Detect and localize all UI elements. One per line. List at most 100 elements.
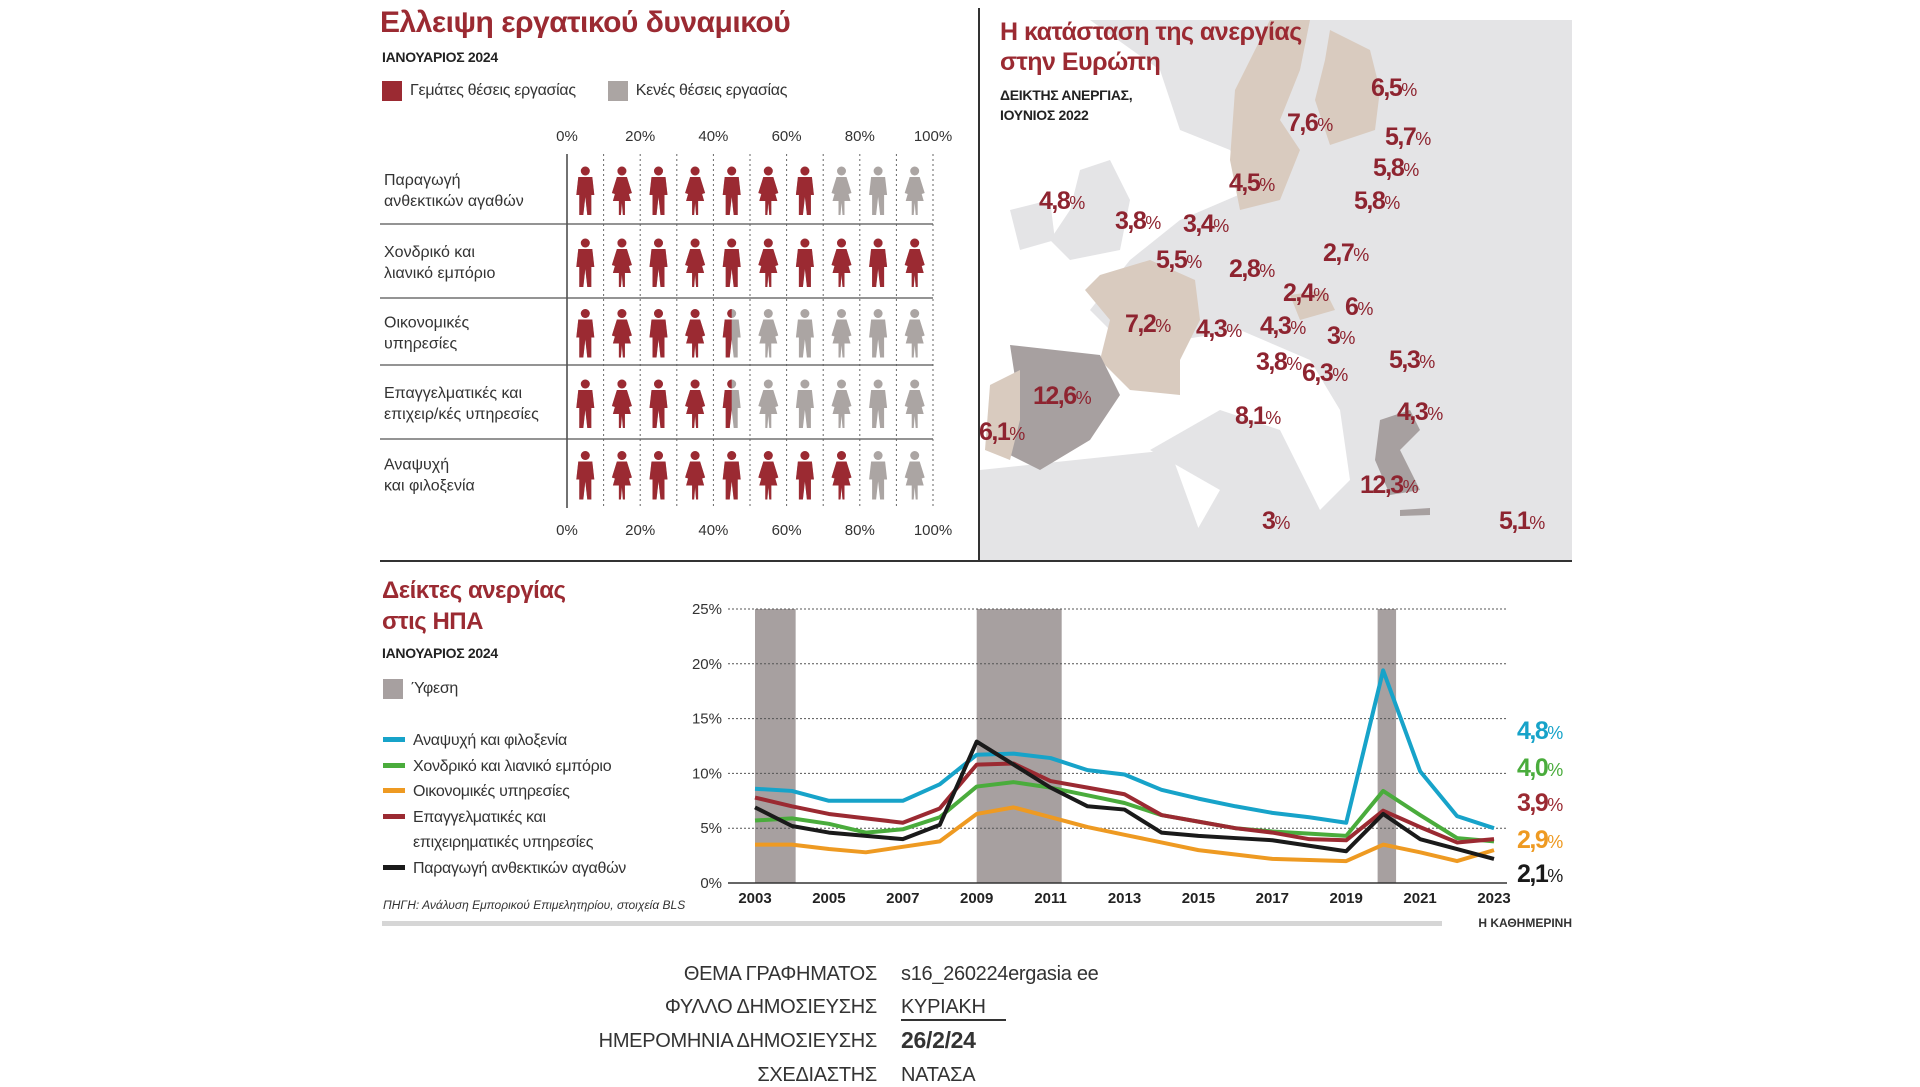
y-tick-label: 5% — [700, 820, 722, 837]
legend-line-swatch — [383, 737, 405, 742]
rate-unit: % — [1290, 318, 1306, 338]
y-tick-label: 0% — [700, 875, 722, 892]
series-end-label: 4,0% — [1517, 754, 1563, 782]
meta-value: ΝΑΤΑΣΑ — [901, 1064, 976, 1086]
x-tick-label: 2007 — [886, 890, 919, 907]
rate-unit: % — [1402, 477, 1419, 497]
country-rate-label: 4,8% — [1039, 187, 1085, 216]
map-title-line1: Η κατάσταση της ανεργίας — [1000, 18, 1302, 46]
woman-icon — [685, 166, 706, 215]
country-rate-label: 4,5% — [1229, 169, 1275, 198]
y-tick-label: 20% — [692, 656, 722, 673]
series-line — [754, 780, 1495, 844]
map-subtitle-line1: ΔΕΙΚΤΗΣ ΑΝΕΡΓΙΑΣ, — [1000, 87, 1133, 103]
legend-filled-swatch — [382, 81, 402, 101]
rate-value: 8,1 — [1235, 402, 1267, 430]
rate-value: 5,7 — [1385, 123, 1417, 151]
legend-empty-label: Κενές θέσεις εργασίας — [635, 82, 788, 99]
series-line — [754, 668, 1495, 831]
rate-unit: % — [1529, 513, 1545, 533]
legend-filled-label: Γεμάτες θέσεις εργασίας — [410, 82, 576, 99]
britain — [1050, 160, 1130, 260]
meta-key: ΦΥΛΛΟ ΔΗΜΟΣΙΕΥΣΗΣ — [664, 996, 877, 1018]
rate-value: 3,4 — [1183, 210, 1215, 238]
map-title-line2: στην Ευρώπη — [1000, 48, 1161, 76]
rate-value: 4,3 — [1260, 312, 1292, 340]
rate-unit: % — [1274, 513, 1290, 533]
sweden-shape — [1230, 20, 1310, 210]
rate-unit: % — [1286, 354, 1302, 374]
x-tick-label: 2009 — [960, 890, 993, 907]
rate-unit: % — [1075, 388, 1092, 408]
rate-unit: % — [1213, 216, 1229, 236]
woman-icon — [758, 238, 779, 287]
finland-shape — [1315, 30, 1380, 145]
axis-tick-label: 20% — [625, 522, 655, 539]
series-end-label: 2,1% — [1517, 860, 1563, 888]
recession-band — [1377, 609, 1397, 883]
recession-label: Ύφεση — [411, 680, 459, 697]
x-tick-label: 2013 — [1108, 890, 1141, 907]
series-line — [754, 739, 1495, 861]
source-note: ΠΗΓΗ: Ανάλυση Εμπορικού Επιμελητηρίου, σ… — [383, 898, 686, 912]
rate-value: 5,3 — [1389, 346, 1421, 374]
woman-icon — [758, 309, 779, 358]
x-tick-label: 2017 — [1256, 890, 1289, 907]
rate-unit: % — [1259, 261, 1275, 281]
row-label: υπηρεσίες — [384, 336, 457, 353]
axis-tick-label: 80% — [845, 128, 875, 145]
country-rate-label: 3,4% — [1183, 210, 1229, 239]
row-label: Επαγγελματικές και — [384, 385, 523, 402]
rate-unit: % — [1357, 299, 1373, 319]
rate-value: 6,3 — [1302, 359, 1334, 387]
woman-icon — [685, 379, 706, 428]
land — [1090, 20, 1572, 560]
spain-shape — [1010, 345, 1120, 470]
woman-icon — [685, 309, 706, 358]
woman-icon — [904, 166, 925, 215]
row-label: λιανικό εμπόριο — [384, 265, 495, 282]
rate-value: 12,3 — [1360, 471, 1404, 499]
map-subtitle: ΔΕΙΚΤΗΣ ΑΝΕΡΓΙΑΣ, ΙΟΥΝΙΟΣ 2022 — [1000, 85, 1133, 125]
man-icon — [869, 379, 888, 428]
rate-value: 5,8 — [1373, 154, 1405, 182]
axis-tick-label: 60% — [772, 128, 802, 145]
country-rate-label: 3% — [1262, 507, 1290, 536]
legend-item: Αναψυχή και φιλοξενία — [383, 728, 626, 754]
x-tick-label: 2011 — [1034, 890, 1067, 907]
man-icon — [869, 238, 888, 287]
woman-icon — [831, 238, 852, 287]
legend-label: Οικονομικές υπηρεσίες — [413, 783, 570, 800]
x-tick-label: 2003 — [738, 890, 771, 907]
rate-unit: % — [1415, 129, 1431, 149]
man-icon — [869, 166, 888, 215]
rate-value: 5,1 — [1499, 507, 1531, 535]
woman-icon — [831, 166, 852, 215]
country-rate-label: 6,3% — [1302, 359, 1348, 388]
rate-unit: % — [1332, 365, 1348, 385]
rate-value: 2,4 — [1283, 279, 1315, 307]
rate-value: 2,8 — [1229, 255, 1261, 283]
labor-subtitle: ΙΑΝΟΥΑΡΙΟΣ 2024 — [382, 49, 498, 65]
country-rate-label: 8,1% — [1235, 402, 1281, 431]
legend-line-swatch — [383, 864, 405, 870]
series-legend: Αναψυχή και φιλοξενία Χονδρικό και λιανικ… — [383, 728, 626, 881]
legend-label: Παραγωγή ανθεκτικών αγαθών — [413, 859, 626, 877]
country-rate-label: 3,8% — [1256, 348, 1302, 377]
woman-icon — [758, 379, 779, 428]
us-chart-title-line2: στις ΗΠΑ — [382, 608, 483, 635]
legend-empty-swatch — [607, 81, 628, 101]
rate-value: 4,8 — [1039, 187, 1071, 215]
recession-swatch — [383, 679, 403, 699]
row-label: επιχειρ/κές υπηρεσίες — [384, 406, 539, 423]
woman-icon — [611, 309, 632, 358]
divider — [980, 560, 1572, 562]
labor-title: Ελλειψη εργατικού δυναμικού — [380, 6, 791, 39]
row-label: Οικονομικές — [384, 315, 470, 332]
axis-tick-label: 100% — [914, 128, 952, 145]
country-rate-label: 6,5% — [1371, 74, 1417, 103]
rate-value: 6,5 — [1371, 74, 1403, 102]
man-icon — [722, 451, 741, 500]
country-rate-label: 4,3% — [1196, 315, 1242, 344]
greece-shape — [1375, 410, 1420, 495]
